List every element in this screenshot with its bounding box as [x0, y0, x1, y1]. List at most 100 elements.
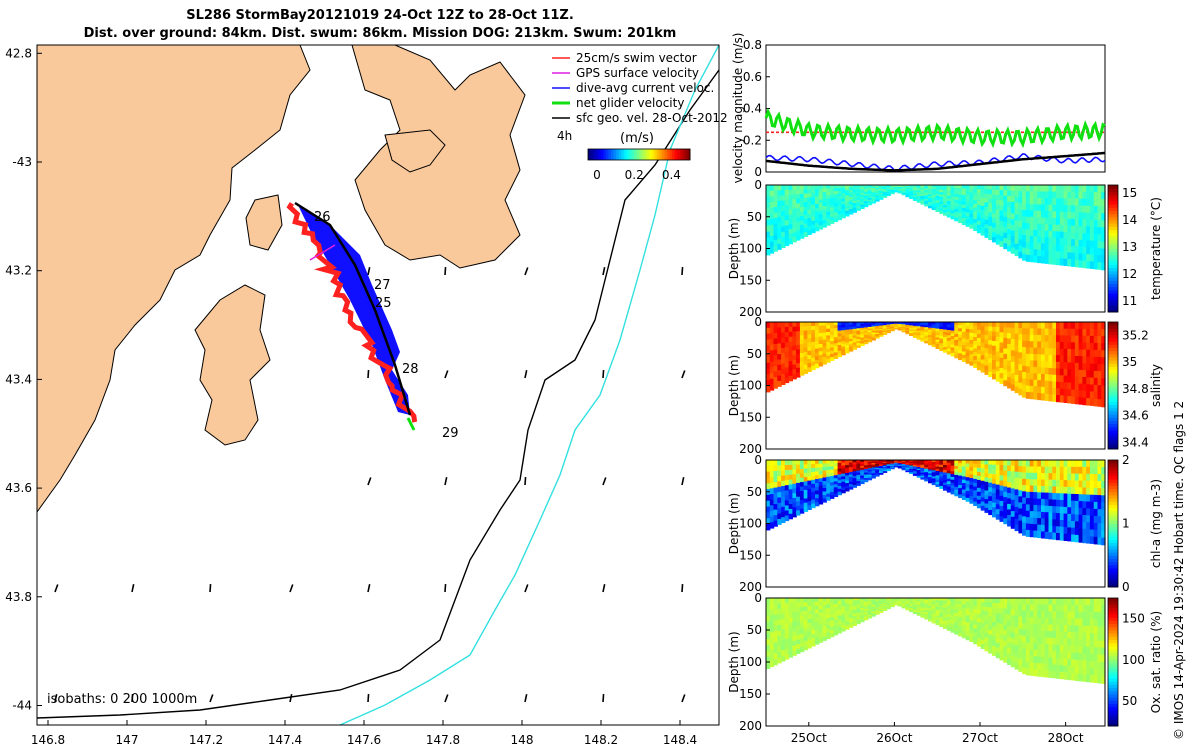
section-cell — [992, 359, 997, 366]
section-cell — [939, 322, 944, 325]
section-cell — [1082, 377, 1087, 385]
section-cell — [837, 193, 842, 198]
section-cell — [894, 187, 899, 189]
colorbar-segment — [1108, 517, 1118, 521]
section-cell — [852, 602, 857, 606]
section-cell — [830, 347, 835, 352]
section-cell — [1048, 335, 1053, 343]
section-cell — [924, 327, 929, 330]
section-cell — [988, 611, 993, 617]
section-cell — [909, 471, 914, 473]
section-cell — [826, 614, 831, 619]
section-cell — [811, 185, 816, 190]
section-cell — [1056, 644, 1061, 653]
section-cell — [1037, 656, 1042, 664]
section-cell — [1048, 191, 1053, 199]
colorbar-segment — [593, 149, 597, 160]
section-cell — [769, 367, 775, 374]
section-cell — [1025, 604, 1031, 612]
section-cell — [912, 600, 918, 603]
section-cell — [1018, 376, 1023, 384]
section-cell — [833, 469, 839, 473]
section-cell — [784, 460, 790, 466]
section-cell — [909, 598, 914, 600]
colorbar-segment — [1108, 322, 1118, 326]
section-cell — [984, 628, 989, 634]
section-cell — [875, 193, 880, 195]
section-cell — [796, 212, 801, 218]
section-cell — [1067, 604, 1072, 613]
section-cell — [1048, 250, 1053, 258]
section-cell — [833, 200, 839, 204]
section-cell — [1074, 666, 1080, 675]
colorbar-segment — [1108, 681, 1118, 685]
section-cell — [916, 186, 922, 189]
section-cell — [931, 324, 937, 327]
section-cell — [879, 327, 884, 330]
section-cell — [988, 230, 993, 236]
section-cell — [1074, 500, 1080, 509]
section-cell — [1018, 598, 1023, 605]
colorbar-segment — [1108, 264, 1118, 269]
section-cell — [773, 371, 778, 378]
section-cell — [1003, 635, 1008, 642]
geo-vector — [602, 693, 605, 703]
section-cell — [1089, 191, 1095, 200]
section-cell — [867, 188, 873, 191]
colorbar-tick: 0 — [593, 168, 601, 182]
section-cell — [826, 205, 831, 209]
section-cell — [886, 328, 891, 330]
section-cell — [961, 214, 967, 219]
section-cell — [1018, 352, 1023, 359]
section-cell — [781, 613, 786, 620]
section-cell — [1041, 670, 1046, 678]
section-cell — [766, 249, 771, 256]
section-cell — [1007, 376, 1012, 383]
lon-tick-label: 147.6 — [347, 733, 381, 747]
section-cell — [1033, 328, 1038, 336]
section-cell — [1097, 502, 1102, 510]
section-cell — [1022, 503, 1027, 511]
section-cell — [1056, 355, 1061, 363]
section-cell — [1089, 612, 1095, 620]
section-cell — [803, 645, 809, 651]
section-cell — [826, 185, 831, 189]
section-cell — [976, 361, 982, 367]
section-cell — [954, 190, 959, 195]
section-cell — [905, 470, 910, 473]
section-cell — [958, 466, 963, 470]
section-cell — [965, 325, 970, 330]
section-cell — [1089, 328, 1095, 337]
section-cell — [931, 330, 937, 333]
section-cell — [875, 603, 880, 606]
section-cell — [1029, 498, 1035, 506]
section-cell — [928, 331, 933, 334]
section-cell — [799, 638, 805, 644]
colorbar-tick-label: 12 — [1122, 267, 1137, 281]
section-cell — [984, 637, 989, 643]
section-cell — [1093, 508, 1099, 517]
section-cell — [1029, 373, 1035, 381]
geo-vector — [602, 369, 605, 379]
section-cell — [931, 336, 937, 339]
section-cell — [909, 322, 914, 324]
section-cell — [822, 350, 827, 355]
section-cell — [901, 460, 906, 463]
section-cell — [811, 460, 816, 465]
section-cell — [916, 467, 922, 470]
section-cell — [897, 599, 903, 601]
section-cell — [815, 226, 820, 232]
section-cell — [943, 187, 948, 191]
section-cell — [909, 608, 914, 610]
colorbar-tick-label: 35 — [1122, 355, 1137, 369]
section-cell — [875, 195, 880, 198]
section-cell — [1074, 342, 1080, 350]
section-cell — [1086, 667, 1091, 676]
section-cell — [1067, 218, 1072, 226]
section-cell — [792, 612, 797, 618]
section-cell — [1018, 622, 1023, 630]
section-cell — [1052, 341, 1057, 349]
section-cell — [833, 337, 839, 341]
section-cell — [924, 334, 929, 337]
section-cell — [1063, 604, 1068, 613]
